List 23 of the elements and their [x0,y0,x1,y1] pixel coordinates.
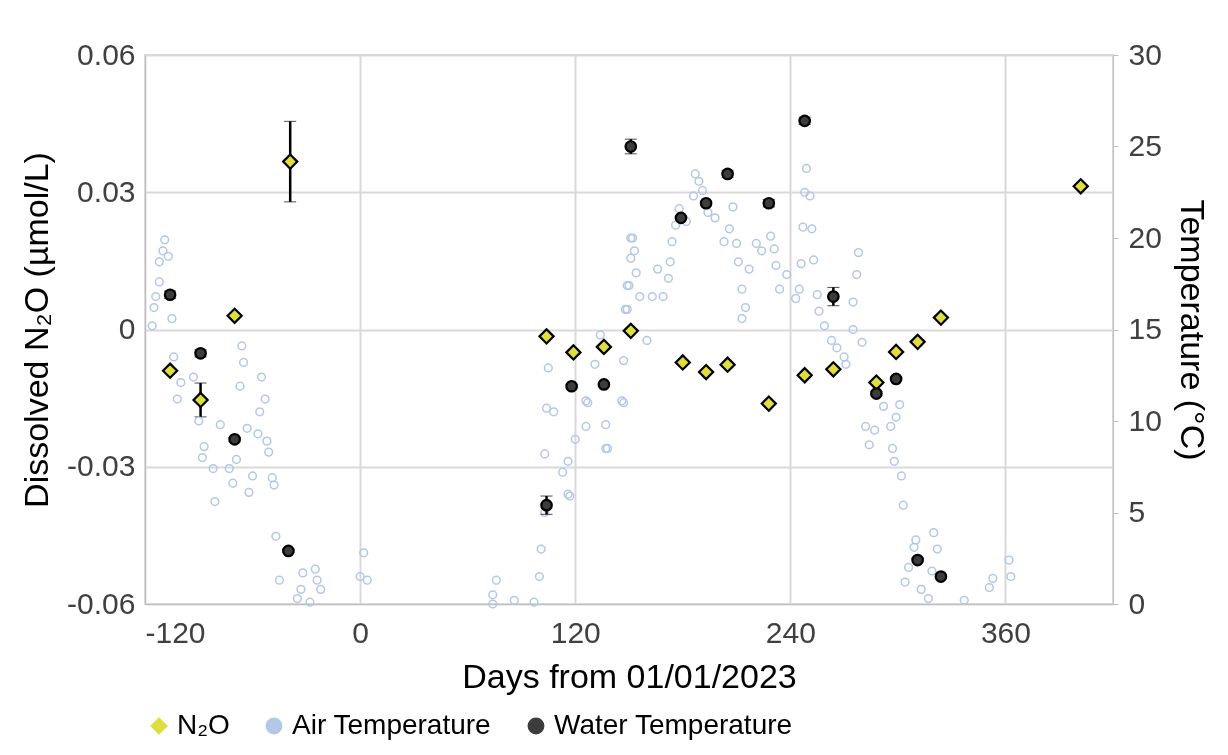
x-tick-label: 240 [765,615,816,649]
y2-tick-label: 20 [1128,220,1162,254]
x-tick-label: 360 [980,615,1031,649]
legend-label: Water Temperature [554,709,793,740]
legend-label: Air Temperature [292,709,491,740]
y-tick-label: -0.06 [67,586,136,620]
y2-axis-title: Temperature (°C) [1173,199,1212,461]
x-tick-label: -120 [145,615,206,649]
y-axis-title: Dissolved N₂O (µmol/L) [17,152,56,508]
y-tick-label: -0.03 [67,449,136,483]
y-tick-label: 0.06 [77,37,136,71]
y2-tick-label: 5 [1128,495,1146,528]
legend-label: N₂O [177,709,230,740]
y2-tick-label: 10 [1128,403,1162,437]
x-tick-label: 120 [550,615,601,649]
y-tick-label: 0 [118,312,136,345]
y-tick-label: 0.03 [77,174,136,208]
y2-tick-label: 25 [1128,129,1162,162]
y2-tick-label: 15 [1128,312,1162,345]
y2-tick-label: 30 [1128,37,1162,71]
x-axis-title: Days from 01/01/2023 [462,656,797,695]
y2-tick-label: 0 [1128,586,1146,620]
x-tick-label: 0 [352,615,369,649]
